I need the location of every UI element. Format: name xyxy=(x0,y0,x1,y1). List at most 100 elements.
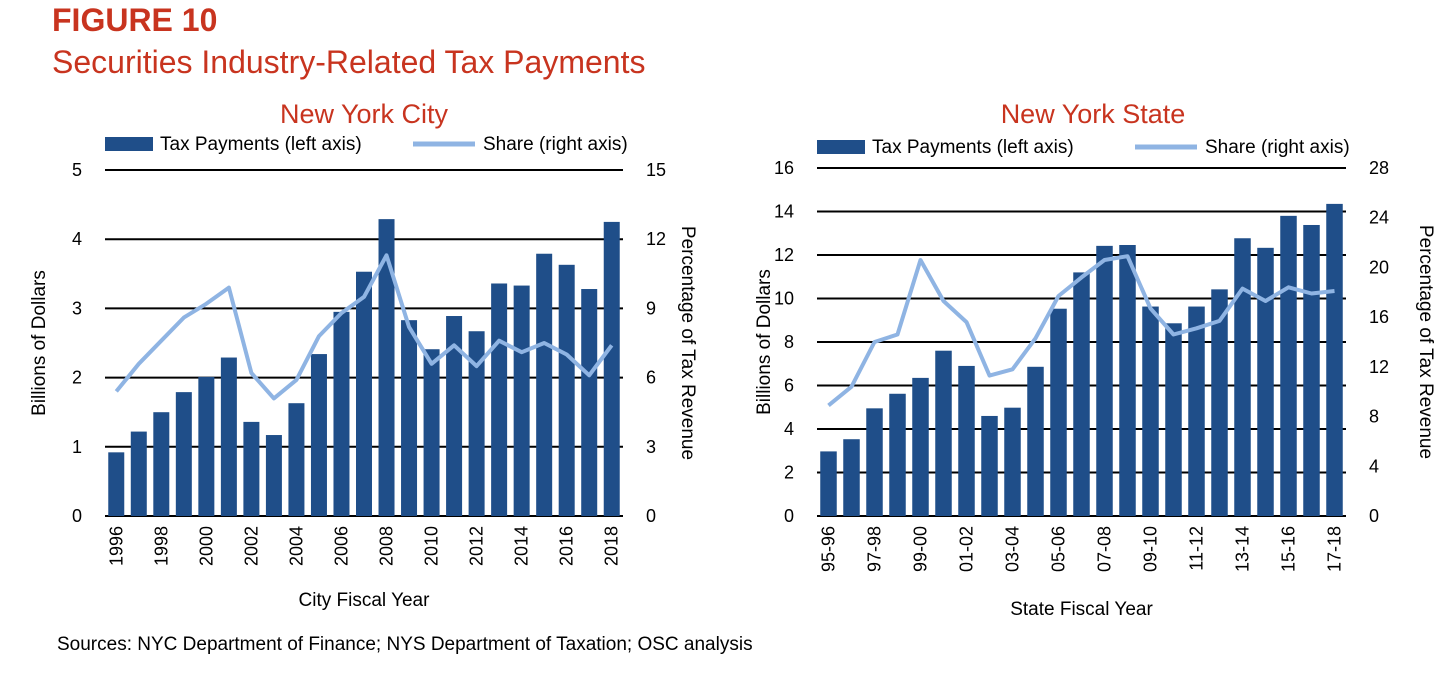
nys-bar xyxy=(912,377,929,516)
nyc-bar xyxy=(491,283,508,516)
nyc-x-tick-label: 2002 xyxy=(241,526,261,566)
nys-y2-tick-label: 4 xyxy=(1369,456,1379,476)
nyc-bar xyxy=(198,376,215,516)
nys-y-tick-label: 16 xyxy=(774,158,794,178)
nyc-bar xyxy=(265,435,282,516)
nys-x-tick-label: 15-16 xyxy=(1279,526,1299,572)
nyc-x-tick-label: 2000 xyxy=(196,526,216,566)
nyc-bar xyxy=(108,452,125,516)
nys-share-line xyxy=(827,254,1335,407)
nyc-bar xyxy=(581,289,598,516)
nys-bar xyxy=(1050,308,1067,516)
nys-legend-bar-swatch xyxy=(817,140,865,154)
nyc-bar xyxy=(130,431,147,516)
nys-y-tick-label: 8 xyxy=(784,332,794,352)
nyc-bar xyxy=(603,221,620,516)
nyc-x-tick-label: 2008 xyxy=(377,526,397,566)
nyc-bar xyxy=(310,354,327,516)
nys-bar xyxy=(1004,407,1021,516)
nyc-x-tick-label: 2014 xyxy=(512,526,532,566)
nys-y-tick-label: 2 xyxy=(784,463,794,483)
nys-y2-tick-label: 8 xyxy=(1369,407,1379,427)
nys-bar xyxy=(1119,244,1136,516)
nyc-y2-axis-label: Percentage of Tax Revenue xyxy=(677,226,698,460)
nys-bar xyxy=(981,415,998,516)
nyc-share-line xyxy=(114,253,614,401)
nys-x-tick-label: 99-00 xyxy=(911,526,931,572)
nys-chart-title: New York State xyxy=(1001,99,1186,129)
nys-y2-tick-label: 0 xyxy=(1369,506,1379,526)
nyc-y-tick-label: 0 xyxy=(72,506,82,526)
nys-y2-tick-label: 12 xyxy=(1369,357,1389,377)
nys-x-tick-label: 11-12 xyxy=(1187,526,1207,571)
nyc-y2-tick-label: 12 xyxy=(646,229,666,249)
nys-x-tick-label: 95-96 xyxy=(819,526,839,572)
nyc-bar xyxy=(288,403,305,516)
nyc-bar xyxy=(446,316,463,516)
nyc-bar xyxy=(401,320,418,516)
nys-y-axis-label: Billions of Dollars xyxy=(754,269,775,415)
nys-bar xyxy=(843,439,860,516)
nyc-x-tick-label: 2010 xyxy=(422,526,442,566)
nyc-bar xyxy=(423,349,440,516)
nyc-bar xyxy=(558,264,575,516)
nys-x-tick-label: 05-06 xyxy=(1049,526,1069,572)
nyc-x-tick-label: 1996 xyxy=(106,526,126,566)
nys-bar xyxy=(958,365,975,516)
nys-bar xyxy=(1096,245,1113,517)
charts-canvas: New York City Tax Payments (left axis) Sha… xyxy=(29,99,1436,620)
nyc-legend-bar-swatch xyxy=(105,137,153,151)
nyc-bar xyxy=(468,331,485,516)
nys-y-tick-label: 6 xyxy=(784,376,794,396)
nys-y-tick-label: 10 xyxy=(774,289,794,309)
nyc-x-axis-label: City Fiscal Year xyxy=(299,590,431,611)
nys-bar xyxy=(1280,215,1297,516)
nys-bar xyxy=(866,408,883,516)
source-note: Sources: NYC Department of Finance; NYS … xyxy=(57,634,753,655)
nys-y2-tick-label: 16 xyxy=(1369,307,1389,327)
nyc-legend-line-label: Share (right axis) xyxy=(483,134,628,155)
nyc-y2-tick-label: 6 xyxy=(646,368,656,388)
nys-bar xyxy=(1234,238,1251,516)
nys-x-tick-label: 03-04 xyxy=(1003,526,1023,572)
nyc-x-tick-label: 2012 xyxy=(467,526,487,566)
nys-y2-tick-label: 28 xyxy=(1369,158,1389,178)
nys-bar xyxy=(1257,247,1274,516)
nyc-y-tick-label: 1 xyxy=(72,437,82,457)
nys-y-tick-label: 12 xyxy=(774,245,794,265)
nyc-bar xyxy=(333,311,350,516)
nyc-y-tick-label: 5 xyxy=(72,160,82,180)
nys-bar xyxy=(1027,366,1044,516)
nyc-y2-tick-label: 15 xyxy=(646,160,666,180)
nys-y2-tick-label: 20 xyxy=(1369,257,1389,277)
nys-y2-tick-label: 24 xyxy=(1369,208,1389,228)
nys-bar xyxy=(1142,306,1159,516)
nyc-chart-title: New York City xyxy=(280,99,449,129)
nys-bar xyxy=(1188,306,1205,516)
nyc-legend-bar-label: Tax Payments (left axis) xyxy=(160,134,362,155)
nyc-bar xyxy=(243,421,260,516)
nys-x-tick-label: 97-98 xyxy=(865,526,885,572)
nys-x-tick-label: 09-10 xyxy=(1141,526,1161,572)
nys-bar xyxy=(820,451,837,516)
nys-legend-line-label: Share (right axis) xyxy=(1205,137,1350,158)
nys-bar xyxy=(1326,203,1343,516)
nys-bar xyxy=(889,393,906,516)
nyc-bar xyxy=(513,285,530,516)
nyc-y-axis-label: Billions of Dollars xyxy=(29,270,50,416)
nys-bar xyxy=(1165,323,1182,516)
nyc-y2-tick-label: 3 xyxy=(646,437,656,457)
figure-label: FIGURE 10 xyxy=(52,2,218,38)
nys-x-tick-label: 13-14 xyxy=(1233,526,1253,572)
nys-y-tick-label: 0 xyxy=(784,506,794,526)
nys-x-tick-label: 01-02 xyxy=(957,526,977,572)
nys-y-tick-label: 4 xyxy=(784,419,794,439)
nyc-x-tick-label: 2006 xyxy=(331,526,351,566)
nyc-y2-tick-label: 0 xyxy=(646,506,656,526)
nyc-bar xyxy=(175,392,192,516)
nys-y2-axis-label: Percentage of Tax Revenue xyxy=(1415,225,1436,459)
nys-x-tick-label: 07-08 xyxy=(1095,526,1115,572)
nyc-x-tick-label: 2018 xyxy=(602,526,622,566)
nyc-y-tick-label: 2 xyxy=(72,368,82,388)
nyc-bar xyxy=(153,412,170,516)
